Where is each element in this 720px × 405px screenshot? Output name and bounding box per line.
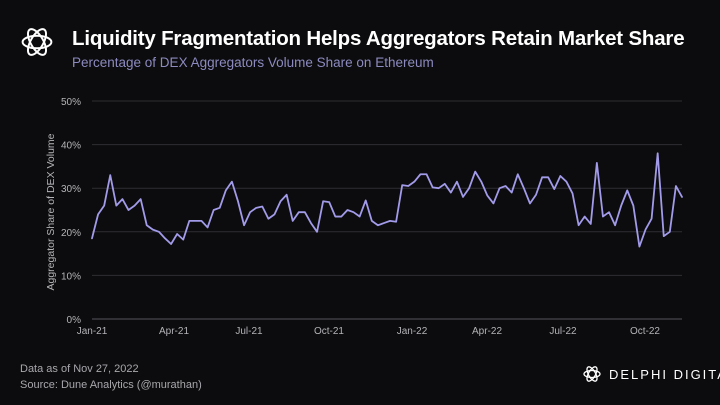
page-title: Liquidity Fragmentation Helps Aggregator… — [72, 27, 685, 50]
y-tick-labels: 0% 10% 20% 30% 40% 50% — [61, 97, 81, 326]
delphi-logo-icon — [21, 28, 53, 56]
x-tick-label: Oct-21 — [314, 326, 344, 337]
y-tick-label: 30% — [61, 184, 81, 195]
series-line — [91, 152, 683, 248]
x-tick-label: Jan-22 — [397, 326, 428, 337]
x-tick-label: Apr-21 — [159, 326, 189, 337]
x-tick-label: Oct-22 — [630, 326, 660, 337]
x-tick-label: Apr-22 — [472, 326, 502, 337]
y-tick-label: 50% — [61, 97, 81, 108]
brand-mark: DELPHI DIGITAL — [582, 363, 720, 385]
x-tick-label: Jul-21 — [235, 326, 263, 337]
source-note: Source: Dune Analytics (@murathan) — [20, 379, 202, 391]
x-tick-label: Jan-21 — [77, 326, 108, 337]
y-tick-label: 20% — [61, 228, 81, 239]
delphi-brand-icon — [583, 366, 601, 382]
x-tick-label: Jul-22 — [549, 326, 577, 337]
y-axis-label: Aggregator Share of DEX Volume — [45, 133, 57, 290]
y-tick-label: 10% — [61, 271, 81, 282]
brand-name: DELPHI DIGITAL — [609, 366, 720, 382]
y-tick-label: 40% — [61, 141, 81, 152]
grid-lines — [92, 100, 682, 320]
y-tick-label: 0% — [67, 315, 82, 326]
page-subtitle: Percentage of DEX Aggregators Volume Sha… — [72, 55, 434, 70]
x-tick-labels: Jan-21 Apr-21 Jul-21 Oct-21 Jan-22 Apr-22 Jul-… — [77, 326, 661, 337]
data-date-note: Data as of Nov 27, 2022 — [20, 363, 139, 375]
